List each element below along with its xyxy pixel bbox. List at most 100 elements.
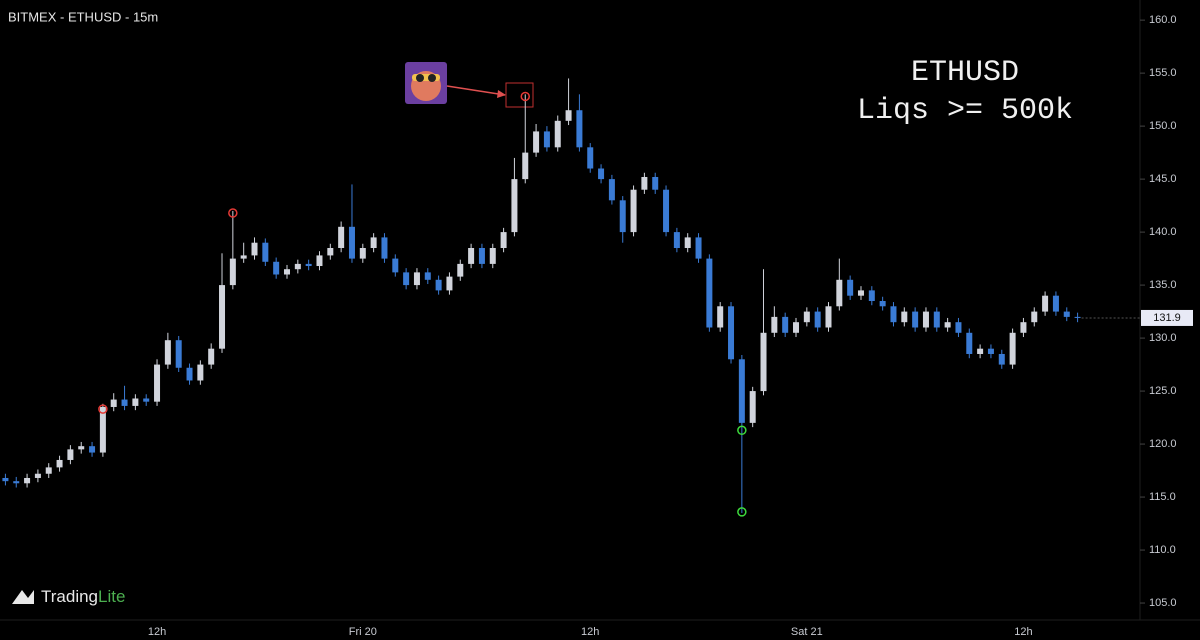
candle-body: [847, 279, 854, 296]
candle-body: [262, 242, 269, 262]
chart-title: BITMEX - ETHUSD - 15m: [8, 9, 158, 24]
candle: [641, 172, 648, 194]
candle-body: [34, 473, 41, 478]
candle: [793, 317, 800, 338]
candle-body: [208, 348, 215, 365]
candle-body: [543, 131, 550, 148]
candle: [619, 196, 626, 243]
candle-body: [348, 226, 355, 259]
candle-body: [305, 263, 312, 267]
candle-body: [1031, 311, 1038, 323]
x-tick-label: Sat 21: [791, 626, 823, 638]
candle-body: [489, 248, 496, 264]
candle: [912, 307, 919, 332]
candle: [2, 473, 9, 486]
candle-body: [229, 258, 236, 286]
candle-body: [121, 399, 128, 406]
candle-body: [576, 110, 583, 148]
candle-body: [901, 311, 908, 323]
candle: [565, 78, 572, 126]
candle: [489, 243, 496, 269]
candle-body: [240, 255, 247, 259]
candle: [186, 363, 193, 385]
arrow: [446, 85, 506, 96]
candle-body: [370, 237, 377, 248]
candle: [1020, 317, 1027, 338]
candle-body: [24, 477, 31, 484]
candle: [608, 174, 615, 205]
candle-body: [143, 398, 150, 402]
candle-body: [630, 189, 637, 233]
candle: [392, 254, 399, 277]
candle: [803, 307, 810, 327]
candle-body: [554, 120, 561, 148]
candle: [262, 238, 269, 267]
candle: [34, 469, 41, 483]
candle-body: [890, 306, 897, 323]
candle-body: [468, 248, 475, 264]
candle: [446, 272, 453, 295]
candle: [1063, 307, 1070, 322]
candle: [890, 302, 897, 327]
candle: [338, 221, 345, 253]
candle: [630, 185, 637, 237]
candle-body: [825, 306, 832, 328]
candle: [435, 275, 442, 295]
candle: [143, 394, 150, 406]
candle-body: [175, 340, 182, 368]
candle: [110, 393, 117, 412]
candle-body: [706, 258, 713, 328]
candle: [717, 302, 724, 332]
candle: [760, 269, 767, 396]
candle-body: [868, 290, 875, 301]
candle-body: [663, 189, 670, 233]
candle: [977, 344, 984, 359]
candle: [273, 257, 280, 279]
last-price-label: 131.9: [1153, 312, 1181, 324]
candle-body: [857, 290, 864, 296]
candle: [316, 251, 323, 271]
candle-body: [717, 306, 724, 328]
candle: [89, 441, 96, 457]
candle-body: [327, 248, 334, 256]
candle: [522, 94, 529, 184]
candle-body: [511, 179, 518, 233]
candle: [868, 286, 875, 306]
candle-body: [457, 263, 464, 277]
candle: [359, 243, 366, 263]
candle-body: [749, 391, 756, 423]
candle-body: [598, 168, 605, 180]
liquidation-marker: [228, 208, 238, 218]
candle: [219, 253, 226, 353]
candle-body: [922, 311, 929, 328]
candle-body: [998, 353, 1005, 365]
candle: [857, 286, 864, 300]
candle-body: [186, 367, 193, 381]
candle-body: [413, 272, 420, 286]
x-tick-label: 12h: [1014, 626, 1032, 638]
candle-body: [522, 152, 529, 180]
candle-body: [45, 467, 52, 474]
annotation: Liqs >= 500k: [857, 94, 1073, 128]
candle: [208, 343, 215, 369]
candle: [944, 317, 951, 332]
candle: [197, 360, 204, 385]
liquidation-marker: [737, 507, 747, 517]
candle: [966, 328, 973, 359]
candle-body: [78, 446, 85, 450]
candle: [457, 259, 464, 281]
y-tick-label: 125.0: [1149, 385, 1177, 397]
candle-body: [446, 276, 453, 291]
candle: [283, 264, 290, 279]
candle-body: [154, 364, 161, 402]
candle: [121, 385, 128, 411]
x-tick-label: Fri 20: [349, 626, 377, 638]
liquidation-marker: [98, 404, 108, 414]
candle-body: [760, 332, 767, 392]
candle: [500, 227, 507, 253]
candle: [879, 296, 886, 311]
candle: [24, 473, 31, 488]
candle-body: [1042, 295, 1049, 312]
candle: [413, 268, 420, 290]
